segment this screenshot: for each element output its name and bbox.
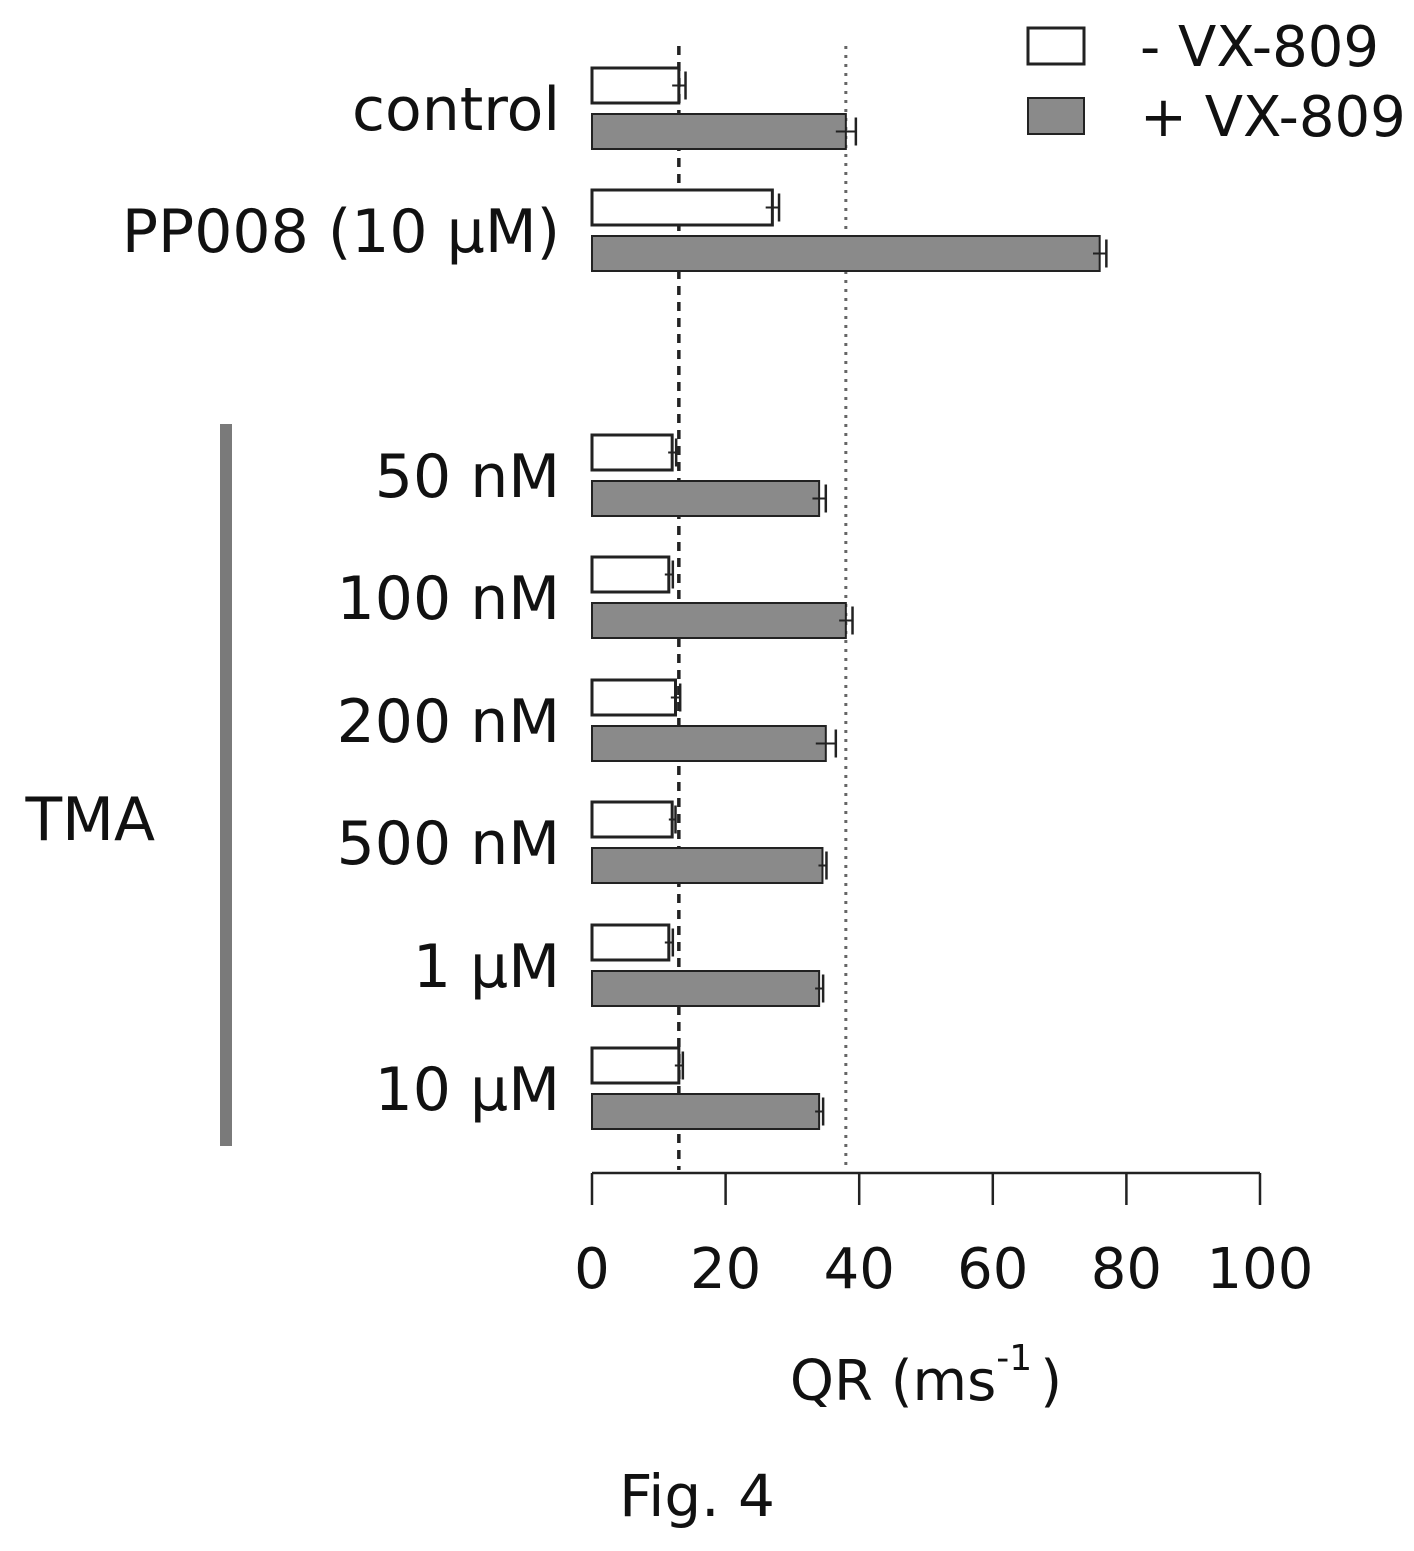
bar-plus-6 <box>591 847 824 884</box>
category-label-5: 200 nM <box>337 687 560 757</box>
error-bar-plus-6 <box>818 851 828 880</box>
bar-minus-7 <box>590 923 671 962</box>
x-axis-title-main: QR (ms <box>790 1349 996 1414</box>
x-axis-title: QR (ms-1) <box>790 1338 1062 1414</box>
legend-swatch-minus <box>1026 26 1086 66</box>
x-ticks: 0 20 40 60 80 100 <box>574 1173 1313 1302</box>
legend-swatch-plus <box>1027 97 1085 135</box>
error-bar-plus-8 <box>815 1097 825 1126</box>
error-bar-plus-2 <box>1093 239 1108 268</box>
bar-minus-6 <box>590 800 674 839</box>
bar-plus-2 <box>591 235 1101 272</box>
error-bar-minus-4 <box>664 560 675 589</box>
bar-minus-5 <box>590 678 677 717</box>
category-labels: control PP008 (10 μM) 50 nM 100 nM 200 nM 500… <box>122 75 560 1125</box>
x-tick-label-0: 0 <box>574 1237 610 1302</box>
bar-plus-8 <box>591 1093 821 1130</box>
category-label-6: 500 nM <box>337 809 560 879</box>
legend-label-minus: - VX-809 <box>1140 15 1379 80</box>
error-bar-minus-2 <box>765 193 781 222</box>
category-label-2: PP008 (10 μM) <box>122 197 560 267</box>
category-label-3: 50 nM <box>375 442 560 512</box>
tma-group: TMA <box>25 424 232 1146</box>
x-tick-label-80: 80 <box>1091 1237 1162 1302</box>
error-bar-minus-1 <box>672 71 687 100</box>
bar-minus-2 <box>590 188 774 227</box>
x-tick-label-40: 40 <box>824 1237 895 1302</box>
category-label-8: 10 μM <box>375 1055 560 1125</box>
error-bar-plus-4 <box>839 606 854 635</box>
x-tick-label-100: 100 <box>1207 1237 1314 1302</box>
tma-group-bar <box>220 424 232 1146</box>
category-label-1: control <box>352 75 560 145</box>
x-axis-title-exponent: -1 <box>996 1338 1032 1379</box>
category-label-7: 1 μM <box>413 932 560 1002</box>
bar-plus-3 <box>591 480 821 517</box>
tma-group-label: TMA <box>25 785 155 855</box>
bar-plus-7 <box>591 970 821 1007</box>
bar-plus-5 <box>591 725 827 762</box>
bar-plus-4 <box>591 602 847 639</box>
legend: - VX-809 + VX-809 <box>1026 15 1406 150</box>
error-bar-minus-7 <box>664 928 675 957</box>
bars <box>590 66 1108 1130</box>
legend-label-plus: + VX-809 <box>1140 85 1406 150</box>
bar-minus-4 <box>590 555 671 594</box>
error-bar-minus-3 <box>668 438 678 467</box>
x-axis-title-close: ) <box>1040 1349 1062 1414</box>
x-tick-label-20: 20 <box>690 1237 761 1302</box>
x-tick-label-60: 60 <box>957 1237 1028 1302</box>
x-axis: 0 20 40 60 80 100 QR (ms-1) <box>574 1171 1313 1414</box>
error-bar-plus-5 <box>815 729 838 758</box>
error-bar-minus-5 <box>670 683 682 712</box>
bar-minus-3 <box>590 433 674 472</box>
error-bar-plus-1 <box>835 117 858 146</box>
bar-minus-1 <box>590 66 681 105</box>
error-bar-minus-6 <box>668 805 677 834</box>
bar-minus-8 <box>590 1046 681 1085</box>
error-bar-minus-8 <box>674 1051 685 1080</box>
bar-plus-1 <box>591 113 847 150</box>
error-bar-plus-7 <box>815 974 825 1003</box>
category-label-4: 100 nM <box>337 564 560 634</box>
error-bar-plus-3 <box>812 484 828 513</box>
figure-caption: Fig. 4 <box>619 1462 775 1530</box>
